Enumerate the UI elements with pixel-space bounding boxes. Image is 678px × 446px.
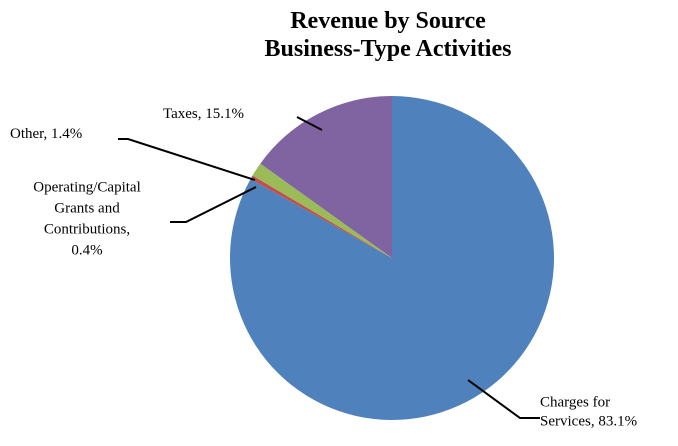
leader-line-charges-for-services <box>467 379 540 419</box>
data-label-line: Charges for <box>540 395 610 411</box>
data-label-line: Other, 1.4% <box>10 126 82 142</box>
data-labels: Charges for Services, 83.1% Operating/Capi… <box>10 106 637 430</box>
data-label-line: Grants and <box>54 201 120 217</box>
pie-slice-charges-for-services <box>230 96 555 420</box>
data-label-charges-for-services: Charges for Services, 83.1% <box>540 395 637 430</box>
data-label-taxes: Taxes, 15.1% <box>163 106 244 122</box>
leader-lines <box>118 116 540 419</box>
pie-slice-other <box>252 163 392 258</box>
data-label-line: Operating/Capital <box>33 180 140 196</box>
data-label-line: 0.4% <box>71 243 102 259</box>
data-label-operating-capital-grants: Operating/Capital Grants and Contributions… <box>33 180 140 259</box>
chart-title-line-1: Revenue by Source <box>290 8 486 34</box>
data-label-line: Taxes, 15.1% <box>163 106 244 122</box>
data-label-line: Contributions, <box>44 222 130 238</box>
leader-line-other <box>118 138 256 181</box>
pie-slice-operating-capital-grants <box>250 175 392 258</box>
data-label-line: Services, 83.1% <box>540 414 637 430</box>
leader-line-operating-capital-grants <box>170 186 257 223</box>
data-label-other: Other, 1.4% <box>10 126 82 142</box>
leader-line-taxes <box>296 116 323 131</box>
pie-slice-taxes <box>260 96 392 258</box>
pie-slices <box>230 96 555 420</box>
chart-title-line-2: Business-Type Activities <box>265 36 512 62</box>
